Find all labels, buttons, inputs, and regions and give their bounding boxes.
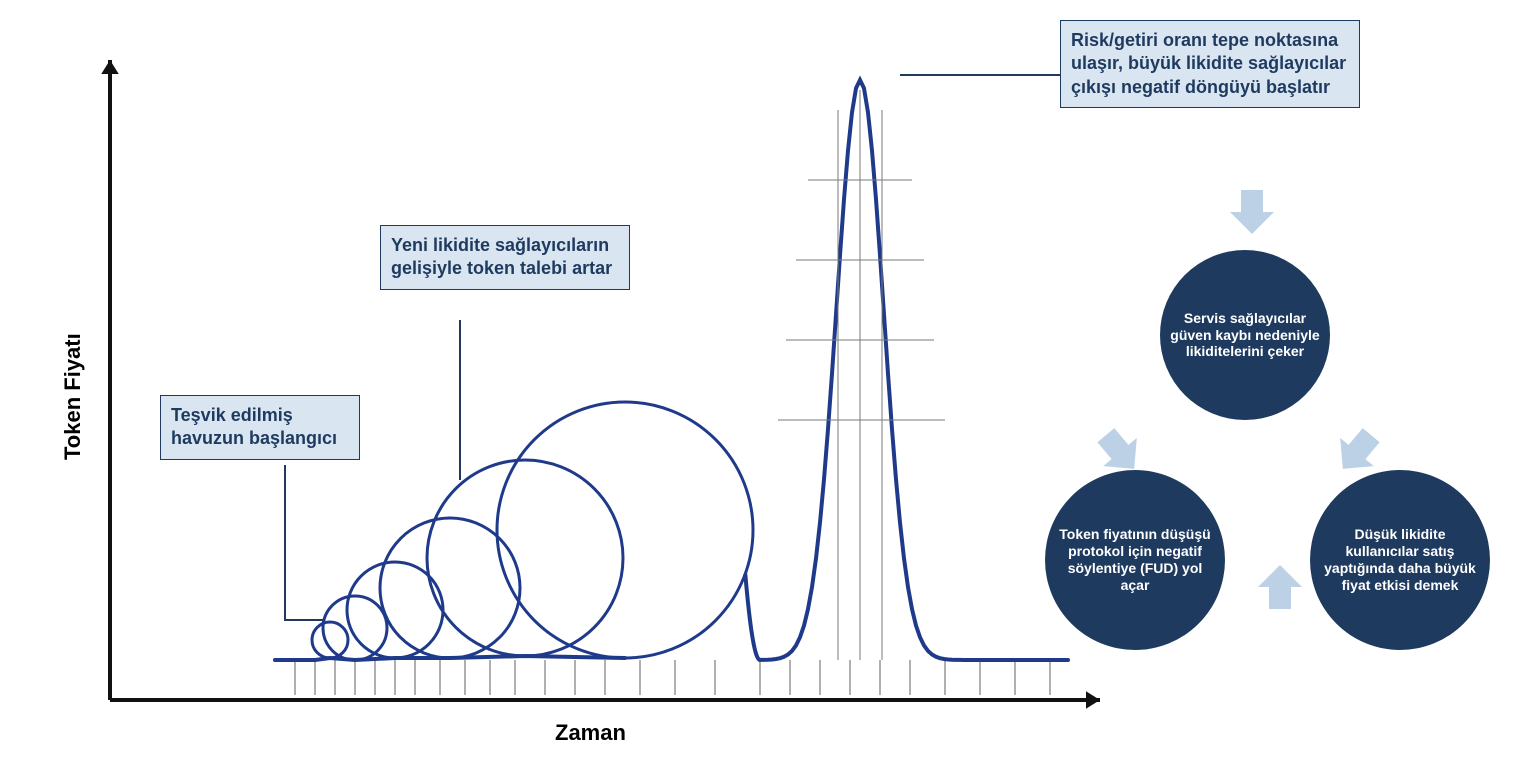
chart-svg [0, 0, 1537, 763]
